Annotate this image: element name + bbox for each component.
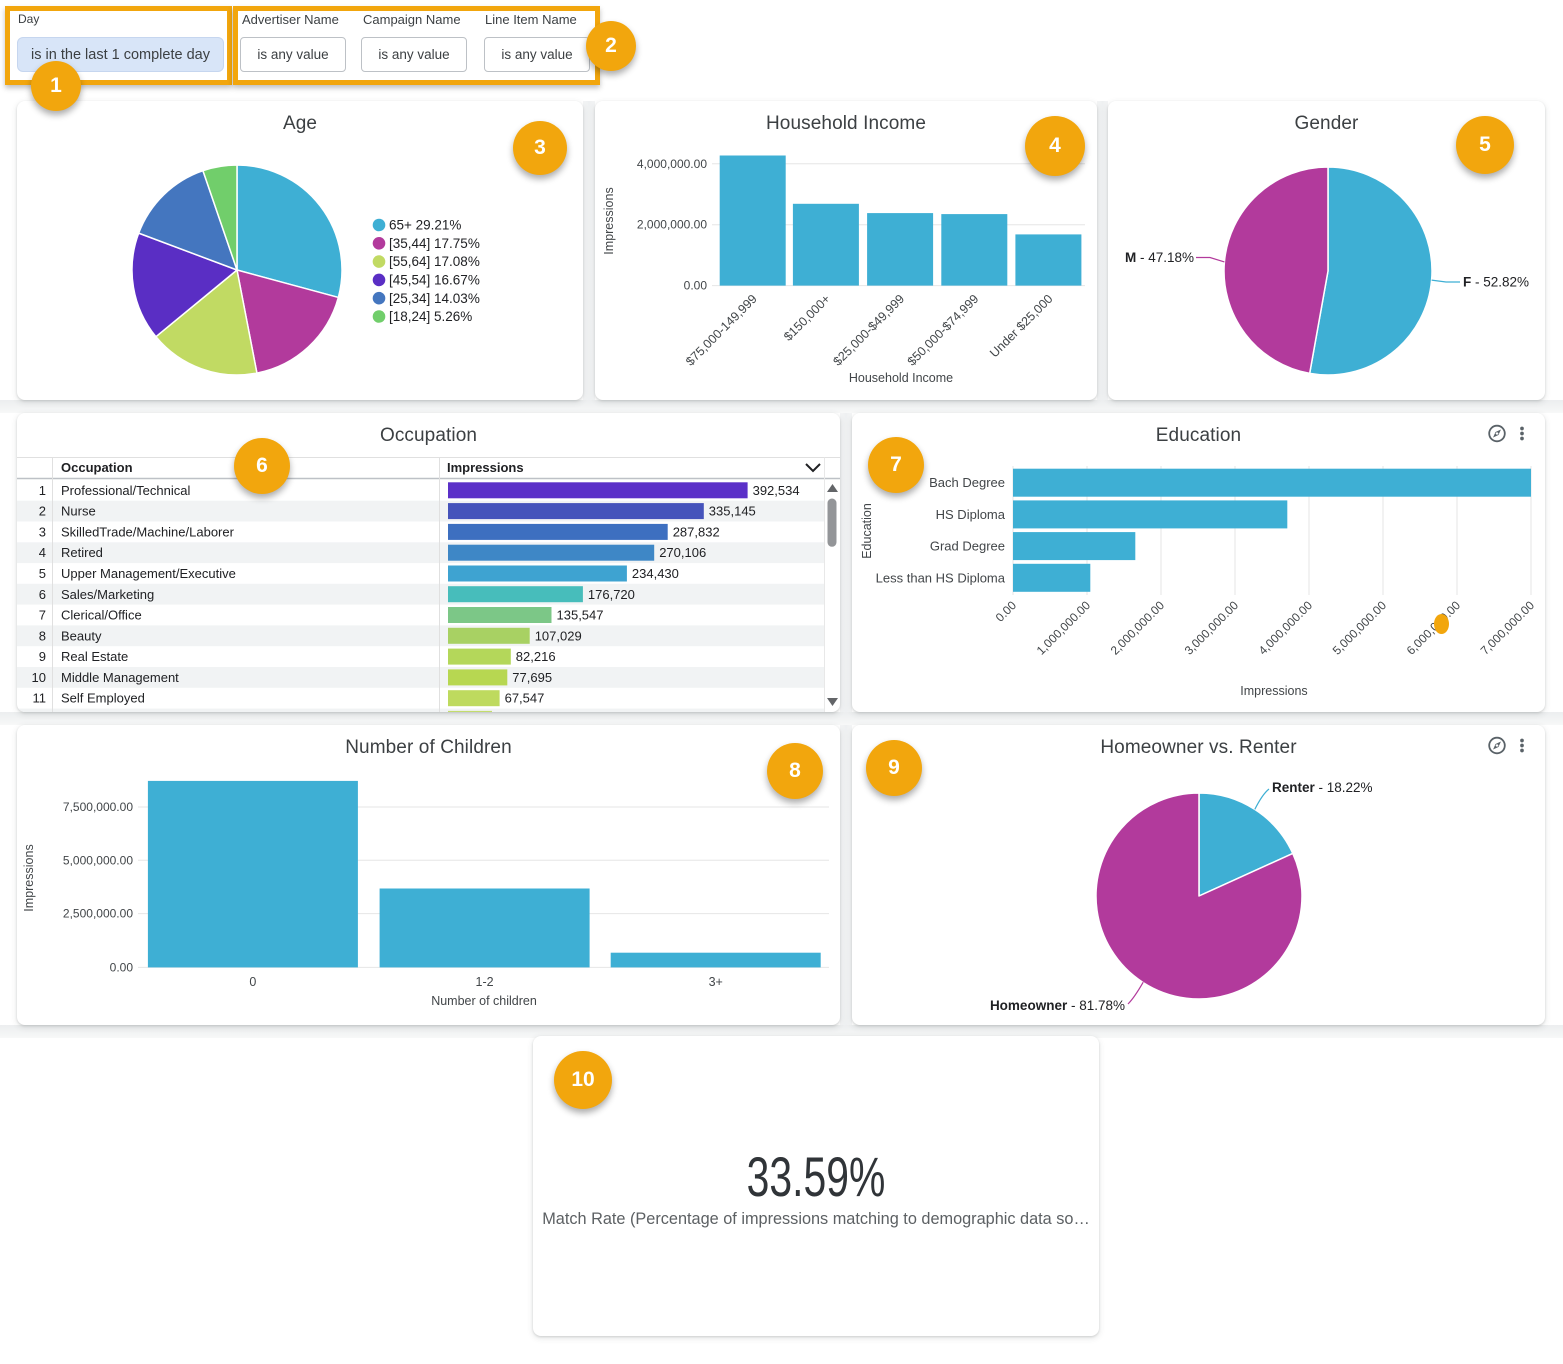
svg-text:9: 9	[39, 649, 46, 664]
svg-text:65+ 29.21%: 65+ 29.21%	[389, 218, 461, 233]
svg-text:1,000,000.00: 1,000,000.00	[1034, 598, 1094, 658]
svg-text:5,000,000.00: 5,000,000.00	[1330, 598, 1390, 658]
svg-text:270,106: 270,106	[659, 545, 706, 560]
svg-text:4: 4	[39, 545, 46, 560]
svg-text:176,720: 176,720	[588, 587, 635, 602]
svg-text:1: 1	[39, 483, 46, 498]
svg-text:$25,000-$49,999: $25,000-$49,999	[830, 292, 907, 369]
svg-text:Impressions: Impressions	[22, 844, 36, 911]
svg-text:7,000,000.00: 7,000,000.00	[1478, 598, 1538, 658]
svg-text:82,216: 82,216	[516, 649, 556, 664]
svg-text:Number of children: Number of children	[431, 994, 537, 1008]
svg-text:2: 2	[39, 504, 46, 519]
svg-text:Upper Management/Executive: Upper Management/Executive	[61, 566, 236, 581]
svg-text:11: 11	[33, 691, 47, 706]
svg-text:Retired: Retired	[61, 545, 103, 560]
svg-text:Sales/Marketing: Sales/Marketing	[61, 587, 154, 602]
svg-text:10: 10	[32, 670, 46, 685]
svg-text:Clerical/Office: Clerical/Office	[61, 608, 142, 623]
svg-text:F - 52.82%: F - 52.82%	[1463, 275, 1529, 290]
svg-text:[35,44] 17.75%: [35,44] 17.75%	[389, 236, 480, 251]
svg-text:6: 6	[39, 587, 46, 602]
svg-text:8: 8	[39, 628, 46, 643]
svg-text:$50,000-$74,999: $50,000-$74,999	[905, 292, 982, 369]
svg-text:5: 5	[39, 566, 46, 581]
svg-text:[25,34] 14.03%: [25,34] 14.03%	[389, 291, 480, 306]
svg-text:135,547: 135,547	[557, 608, 604, 623]
svg-text:77,695: 77,695	[512, 670, 552, 685]
svg-text:M - 47.18%: M - 47.18%	[1125, 250, 1194, 265]
svg-text:Less than HS Diploma: Less than HS Diploma	[876, 570, 1006, 585]
svg-text:234,430: 234,430	[632, 566, 679, 581]
svg-text:[55,64] 17.08%: [55,64] 17.08%	[389, 254, 480, 269]
svg-text:67,547: 67,547	[505, 691, 545, 706]
svg-text:3+: 3+	[709, 975, 723, 989]
svg-text:Under $25,000: Under $25,000	[987, 292, 1055, 360]
svg-text:$75,000-149,999: $75,000-149,999	[683, 292, 760, 369]
svg-text:Beauty: Beauty	[61, 628, 102, 643]
svg-text:[45,54] 16.67%: [45,54] 16.67%	[389, 273, 480, 288]
svg-text:Bach Degree: Bach Degree	[929, 475, 1005, 490]
svg-text:2,500,000.00: 2,500,000.00	[63, 907, 133, 921]
svg-text:Middle Management: Middle Management	[61, 670, 179, 685]
svg-text:7,500,000.00: 7,500,000.00	[63, 800, 133, 814]
svg-text:Homeowner - 81.78%: Homeowner - 81.78%	[990, 998, 1125, 1013]
svg-text:0.00: 0.00	[110, 960, 134, 974]
svg-text:Occupation: Occupation	[61, 460, 133, 475]
svg-text:HS Diploma: HS Diploma	[936, 507, 1006, 522]
svg-text:2,000,000.00: 2,000,000.00	[1108, 598, 1168, 658]
svg-text:6,000,000.00: 6,000,000.00	[1404, 598, 1464, 658]
svg-text:[18,24] 5.26%: [18,24] 5.26%	[389, 309, 472, 324]
svg-text:Impressions: Impressions	[1240, 684, 1307, 698]
svg-text:392,534: 392,534	[753, 483, 800, 498]
svg-text:Grad Degree: Grad Degree	[930, 539, 1005, 554]
svg-text:7: 7	[39, 608, 46, 623]
svg-text:Real Estate: Real Estate	[61, 649, 128, 664]
svg-text:$150,000+: $150,000+	[781, 292, 833, 344]
svg-text:107,029: 107,029	[535, 628, 582, 643]
svg-text:0.00: 0.00	[993, 598, 1020, 625]
svg-text:Renter - 18.22%: Renter - 18.22%	[1272, 780, 1373, 795]
svg-text:0: 0	[249, 975, 256, 989]
svg-text:3: 3	[39, 524, 46, 539]
svg-text:Professional/Technical: Professional/Technical	[61, 483, 190, 498]
svg-text:Nurse: Nurse	[61, 504, 96, 519]
svg-text:SkilledTrade/Machine/Laborer: SkilledTrade/Machine/Laborer	[61, 524, 235, 539]
svg-text:4,000,000.00: 4,000,000.00	[637, 157, 707, 171]
svg-text:3,000,000.00: 3,000,000.00	[1182, 598, 1242, 658]
svg-text:0.00: 0.00	[684, 279, 708, 293]
svg-text:Education: Education	[860, 503, 874, 559]
svg-text:287,832: 287,832	[673, 524, 720, 539]
svg-text:335,145: 335,145	[709, 504, 756, 519]
svg-text:Self Employed: Self Employed	[61, 691, 145, 706]
svg-text:2,000,000.00: 2,000,000.00	[637, 218, 707, 232]
svg-text:Household Income: Household Income	[849, 371, 953, 385]
svg-text:Impressions: Impressions	[447, 460, 524, 475]
svg-text:1-2: 1-2	[476, 975, 494, 989]
svg-text:4,000,000.00: 4,000,000.00	[1256, 598, 1316, 658]
svg-text:Impressions: Impressions	[602, 187, 616, 254]
svg-text:5,000,000.00: 5,000,000.00	[63, 853, 133, 867]
